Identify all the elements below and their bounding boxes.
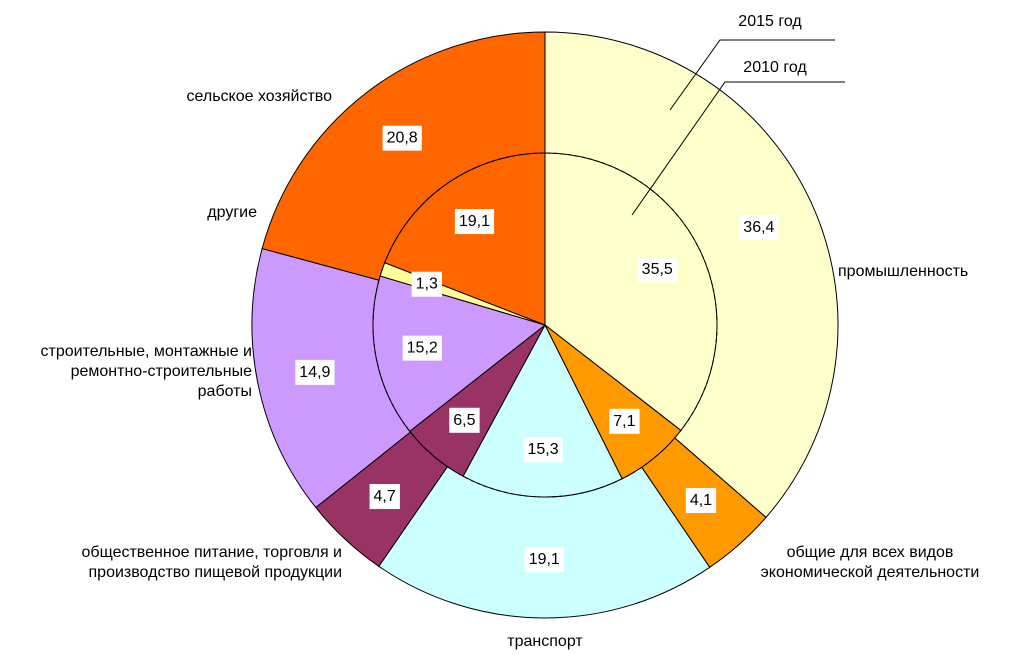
category-label: общественное питание, торговля и произво… xyxy=(81,544,342,581)
series-label: 2015 год xyxy=(738,13,802,30)
data-label: 7,1 xyxy=(613,413,635,430)
category-label: общие для всех видов экономической деяте… xyxy=(760,544,980,581)
category-label: строительные, монтажные и ремонтно-строи… xyxy=(40,343,252,400)
data-label: 19,1 xyxy=(529,551,560,568)
data-label: 35,5 xyxy=(642,261,673,278)
data-label: 15,2 xyxy=(407,340,438,357)
data-label: 36,4 xyxy=(743,219,774,236)
leader-line xyxy=(631,81,845,216)
label-box xyxy=(739,214,779,240)
leader-line xyxy=(669,39,835,111)
label-box xyxy=(524,547,564,573)
label-box xyxy=(609,408,640,434)
data-label: 15,3 xyxy=(527,441,558,458)
ring-outline xyxy=(372,152,718,498)
label-box xyxy=(382,125,422,151)
label-box xyxy=(454,209,495,235)
category-label: промышленность xyxy=(838,263,969,280)
label-box xyxy=(369,484,400,510)
category-label: сельское хозяйство xyxy=(186,88,332,105)
label-box xyxy=(637,257,677,283)
label-box xyxy=(685,488,717,514)
series-label: 2010 год xyxy=(743,59,807,76)
data-label: 4,1 xyxy=(690,492,712,509)
data-label: 19,1 xyxy=(459,213,490,230)
data-label: 14,9 xyxy=(299,364,330,381)
data-label: 1,3 xyxy=(416,276,438,293)
label-box xyxy=(295,359,335,385)
label-box xyxy=(449,407,480,433)
category-label: транспорт xyxy=(507,633,583,650)
data-label: 20,8 xyxy=(387,130,418,147)
label-box xyxy=(402,335,442,361)
label-box xyxy=(411,271,442,297)
data-label: 4,7 xyxy=(374,488,396,505)
category-label: другие xyxy=(207,204,257,221)
data-label: 6,5 xyxy=(453,412,475,429)
label-box xyxy=(523,437,563,463)
